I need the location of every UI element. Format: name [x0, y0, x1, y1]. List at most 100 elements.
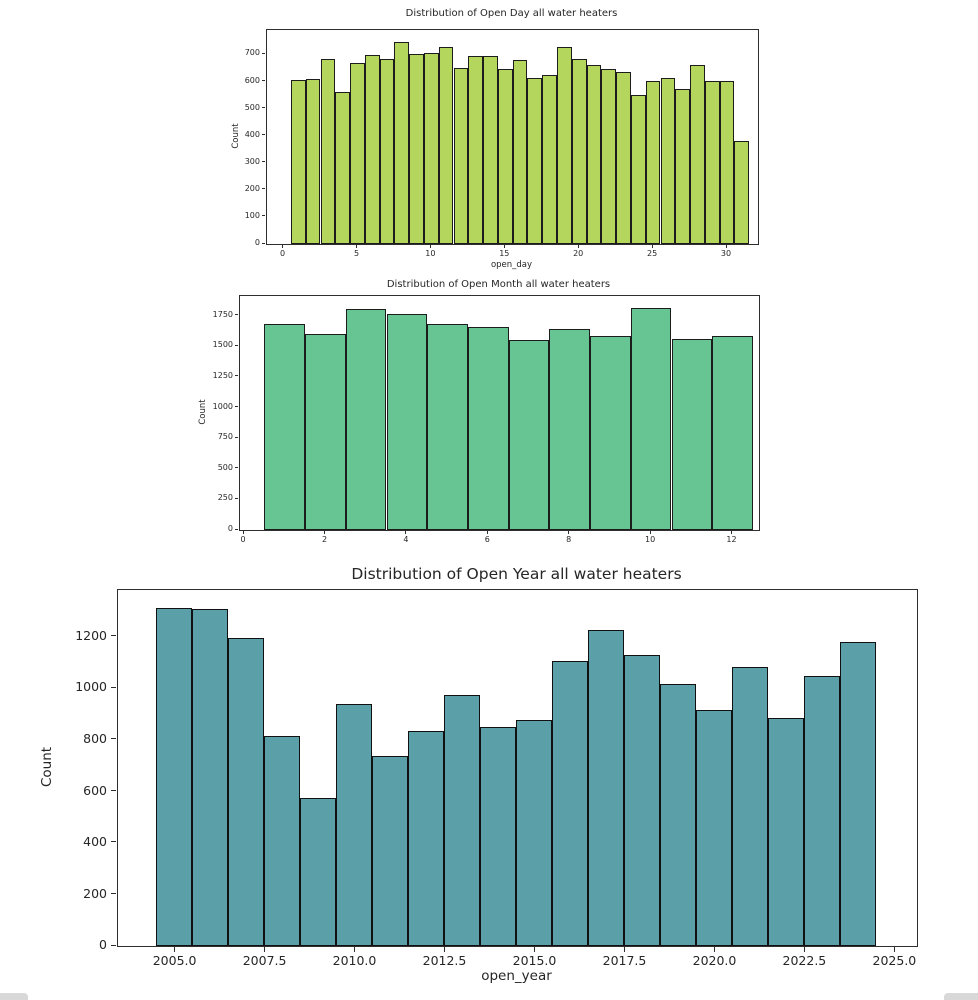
histogram-bar [571, 58, 587, 244]
histogram-bar [290, 80, 306, 244]
y-tick-label: 0 [227, 524, 233, 533]
y-tick-label: 500 [244, 102, 260, 112]
x-tick-mark [354, 947, 355, 952]
scrollbar-corner-right[interactable] [944, 993, 978, 1000]
y-tick-label: 400 [244, 129, 260, 139]
histogram-bar [630, 95, 646, 244]
histogram-bar [345, 308, 387, 530]
histogram-bar [671, 338, 713, 530]
y-tick-label: 200 [244, 183, 260, 193]
histogram-bar [483, 56, 498, 244]
y-tick-mark [235, 467, 238, 469]
histogram-bar [712, 336, 753, 530]
y-tick-mark [111, 789, 116, 791]
y-tick-label: 1000 [212, 401, 233, 411]
x-tick-mark [429, 245, 431, 248]
y-tick-mark [235, 375, 238, 377]
histogram-bar [675, 89, 690, 244]
x-tick-label: 2 [321, 535, 328, 544]
histogram-bar [409, 53, 424, 244]
histogram-bar [155, 608, 192, 946]
y-tick-label: 750 [217, 432, 233, 442]
y-tick-label: 1750 [212, 309, 233, 319]
y-tick-mark [111, 944, 116, 946]
plot-area-open-month [239, 295, 760, 531]
histogram-bar [623, 654, 660, 946]
histogram-bar [497, 69, 513, 244]
x-tick-mark [264, 947, 266, 952]
x-tick-label: 0 [240, 535, 246, 544]
histogram-bar [350, 63, 365, 244]
histogram-bar [305, 78, 321, 244]
x-tick-label: 5 [353, 249, 360, 258]
y-tick-label: 500 [217, 462, 233, 472]
histogram-bar [305, 334, 346, 530]
histogram-bar [427, 323, 468, 530]
x-tick-label: 2007.5 [242, 953, 287, 968]
histogram-bar [335, 703, 372, 946]
y-tick-mark [111, 686, 116, 688]
histogram-bar [438, 47, 454, 244]
y-tick-label: 1500 [212, 340, 233, 350]
y-tick-mark [111, 738, 116, 740]
y-tick-mark [262, 80, 265, 81]
histogram-bar [616, 72, 631, 244]
y-tick-label: 700 [244, 48, 260, 58]
x-tick-mark [356, 245, 357, 248]
y-tick-label: 1250 [212, 370, 233, 380]
histogram-bar [839, 641, 876, 946]
y-tick-mark [262, 242, 265, 244]
histogram-bar [407, 730, 444, 946]
y-tick-label: 300 [244, 156, 260, 166]
y-tick-mark [262, 215, 265, 217]
y-tick-mark [111, 634, 116, 636]
y-tick-label: 250 [217, 493, 233, 503]
histogram-bar [645, 80, 661, 244]
histogram-bar [424, 52, 439, 244]
histogram-bar [364, 54, 380, 244]
x-tick-label: 2020.0 [692, 953, 737, 968]
x-tick-label: 2025.0 [872, 953, 917, 968]
x-tick-label: 2005.0 [152, 953, 197, 968]
histogram-bar [586, 65, 602, 244]
histogram-bar [479, 726, 516, 946]
x-tick-mark [174, 947, 176, 952]
histogram-bar [549, 328, 591, 530]
histogram-bar [227, 637, 264, 946]
histogram-bar [731, 667, 768, 946]
x-tick-label: 15 [499, 249, 510, 258]
x-tick-mark [242, 531, 244, 534]
x-tick-mark [577, 245, 579, 248]
chart-title-open-year: Distribution of Open Year all water heat… [351, 565, 682, 583]
x-tick-label: 8 [566, 535, 572, 544]
chart-title-open-day: Distribution of Open Day all water heate… [405, 8, 618, 19]
x-tick-label: 2012.5 [422, 953, 467, 968]
x-tick-label: 2015.0 [512, 953, 557, 968]
histogram-bar [803, 676, 840, 946]
scrollbar-corner-left[interactable] [0, 993, 28, 1000]
x-tick-mark [534, 947, 535, 952]
x-tick-mark [444, 947, 445, 952]
histogram-bar [468, 326, 509, 530]
histogram-bar [191, 609, 228, 946]
x-tick-mark [893, 947, 895, 952]
y-tick-mark [235, 497, 238, 499]
histogram-bar [630, 307, 672, 530]
histogram-bar [660, 77, 676, 244]
x-axis-label-open-year: open_year [481, 968, 552, 984]
histogram-bar [527, 77, 543, 244]
histogram-bar [386, 313, 428, 530]
y-tick-label: 0 [99, 937, 107, 953]
histogram-bar [734, 140, 750, 244]
x-tick-label: 10 [425, 249, 436, 258]
y-tick-mark [262, 107, 265, 109]
x-tick-label: 2017.5 [602, 953, 647, 968]
x-tick-label: 0 [280, 249, 286, 258]
histogram-bar [508, 340, 550, 530]
histogram-bar [371, 756, 408, 946]
chart-title-open-month: Distribution of Open Month all water hea… [386, 279, 611, 290]
histogram-bar [587, 630, 624, 946]
x-tick-label: 2022.5 [782, 953, 827, 968]
x-tick-mark [405, 531, 407, 534]
